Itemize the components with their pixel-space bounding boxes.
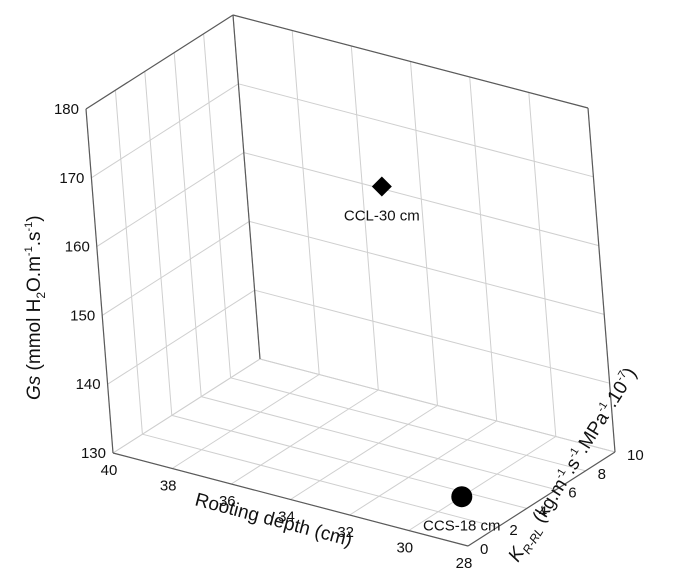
back-wall-grid-line bbox=[291, 30, 320, 375]
box-edge bbox=[85, 14, 234, 110]
z-tick-label: 180 bbox=[54, 101, 79, 118]
data-point-circle bbox=[451, 486, 473, 508]
y-axis-title: KR-RL (kg.m-1.s-1.MPa-1.10-7) bbox=[504, 364, 644, 568]
back-wall-grid-line bbox=[469, 76, 498, 422]
x-tick-label: 36 bbox=[219, 493, 236, 510]
box-edge bbox=[232, 14, 589, 109]
floor-grid-line bbox=[230, 377, 586, 472]
y-tick-label: 4 bbox=[539, 503, 547, 520]
floor-grid-line bbox=[201, 396, 557, 491]
box-edge bbox=[112, 452, 469, 547]
left-wall-grid-line bbox=[144, 71, 173, 416]
floor-grid-line bbox=[349, 420, 497, 516]
z-tick-label: 130 bbox=[81, 445, 106, 462]
left-wall-grid-line bbox=[203, 33, 232, 378]
y-tick-label: 2 bbox=[509, 522, 517, 539]
left-wall-grid-line bbox=[114, 90, 143, 435]
x-tick-label: 28 bbox=[456, 555, 473, 572]
x-tick-label: 32 bbox=[337, 524, 354, 541]
x-tick-label: 34 bbox=[278, 509, 295, 526]
z-tick-label: 170 bbox=[59, 170, 84, 187]
tick-labels: 40 38 36 34 32 30 28 0 2 4 6 8 10 130 140 150 160 170 180 bbox=[54, 101, 644, 572]
x-tick-label: 38 bbox=[160, 478, 177, 495]
data-point-label: CCL-30 cm bbox=[344, 208, 420, 225]
back-wall-grid-line bbox=[254, 289, 610, 384]
left-wall-grid-line bbox=[96, 152, 245, 248]
back-wall-grid-line bbox=[528, 92, 557, 437]
z-tick-label: 150 bbox=[70, 307, 95, 324]
y-tick-label: 10 bbox=[627, 447, 644, 464]
y-tick-label: 8 bbox=[598, 466, 606, 483]
left-wall-grid-line bbox=[112, 358, 261, 454]
back-wall-grid-line bbox=[259, 358, 616, 453]
data-point-diamond bbox=[371, 176, 392, 197]
z-tick-label: 160 bbox=[65, 239, 90, 256]
floor-grid-line bbox=[290, 405, 438, 500]
box-edge bbox=[85, 108, 114, 454]
z-axis-title: Gs (mmol H2O.m-1.s-1) bbox=[23, 215, 48, 400]
y-tick-label: 0 bbox=[480, 541, 488, 558]
box-edge bbox=[587, 107, 616, 453]
back-wall-grid-line bbox=[243, 152, 599, 247]
left-wall-grid-line bbox=[107, 289, 255, 385]
back-wall-grid-line bbox=[238, 83, 594, 178]
back-wall-grid-line bbox=[249, 220, 605, 315]
left-wall-grid-line bbox=[173, 52, 202, 397]
axis-edges bbox=[85, 14, 616, 547]
box-edge bbox=[232, 14, 261, 360]
floor-grid-line bbox=[408, 436, 557, 531]
x-tick-label: 30 bbox=[396, 540, 413, 557]
data-point-label: CCS-18 cm bbox=[423, 518, 501, 535]
y-tick-label: 6 bbox=[568, 485, 576, 502]
back-wall-grid-line bbox=[410, 61, 438, 406]
left-wall-grid-line bbox=[91, 83, 239, 179]
left-wall-grid-line bbox=[101, 220, 250, 316]
back-wall-grid-line bbox=[350, 45, 379, 391]
z-tick-label: 140 bbox=[76, 376, 101, 393]
box-edge bbox=[467, 451, 616, 547]
floor-grid-line bbox=[231, 389, 379, 485]
x-axis-title: Rooting depth (cm) bbox=[193, 490, 355, 552]
x-tick-label: 40 bbox=[101, 462, 118, 479]
floor-grid-line bbox=[142, 433, 498, 528]
data-points: CCL-30 cm CCS-18 cm bbox=[344, 176, 501, 535]
floor-grid-line bbox=[171, 374, 320, 469]
